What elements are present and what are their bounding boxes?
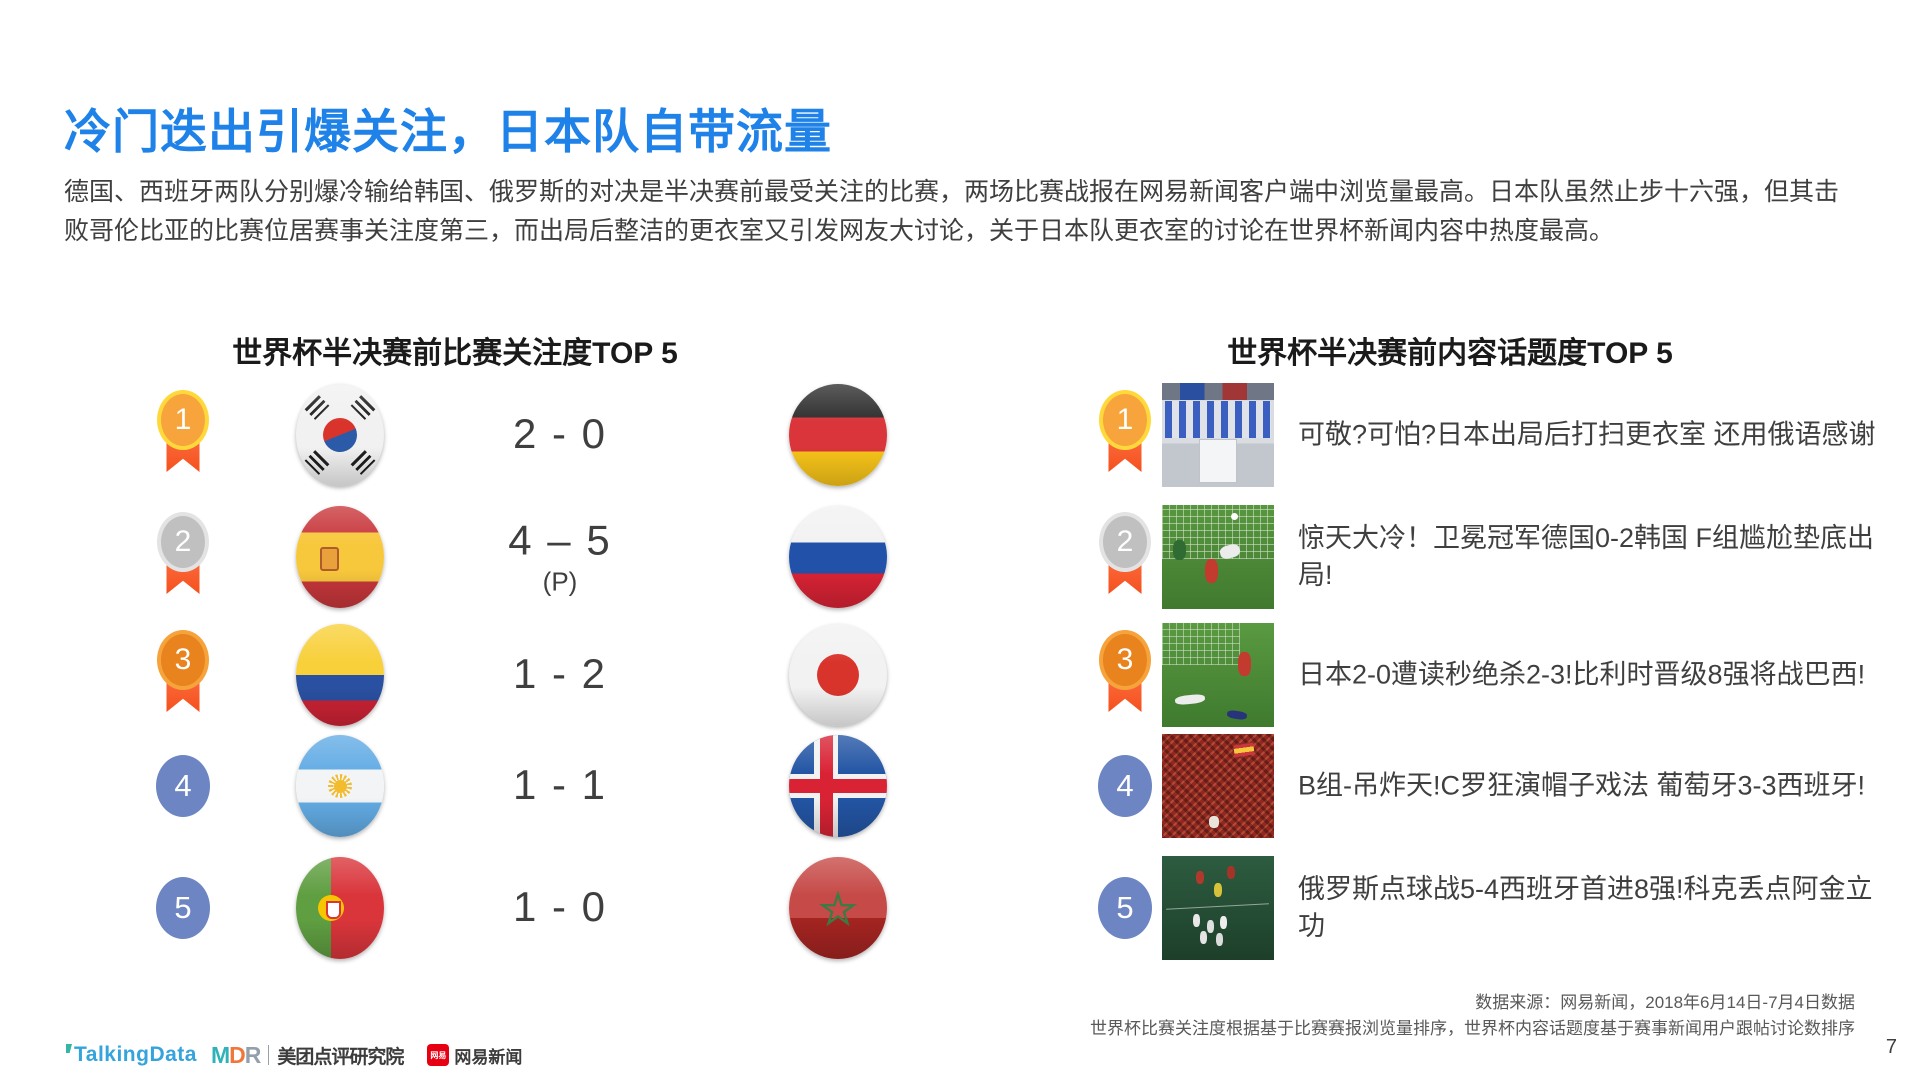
rank-circle: 4 xyxy=(1098,755,1152,817)
south-korea-flag-icon xyxy=(296,384,384,486)
russia-spain-penalties-photo xyxy=(1162,856,1274,960)
bronze-medal-icon: 3 xyxy=(1098,630,1152,720)
rank-row-3: 3 1 - 2 3 日本2-0遭读秒绝杀2-3!比利时晋级8强将战巴西! xyxy=(0,623,1921,727)
meituan-research-label: 美团点评研究院 xyxy=(277,1046,404,1068)
colombia-flag-icon xyxy=(296,624,384,726)
match-score: 1 - 1 xyxy=(512,761,608,808)
match-score: 2 - 0 xyxy=(512,410,608,457)
gold-medal-icon: 1 xyxy=(156,390,210,480)
netease-news-logo: 网易 网易新闻 xyxy=(427,1043,522,1068)
intro-paragraph: 德国、西班牙两队分别爆冷输给韩国、俄罗斯的对决是半决赛前最受关注的比赛，两场比赛… xyxy=(64,178,1840,245)
netease-news-label: 网易新闻 xyxy=(454,1047,523,1067)
page-number: 7 xyxy=(1885,1036,1897,1058)
russia-flag-icon xyxy=(789,506,887,608)
morocco-flag-icon xyxy=(789,857,887,959)
rank-row-5: 5 1 - 0 5 俄罗斯点球战5-4西班牙首进8强!科克丢点阿金立功 xyxy=(0,856,1921,960)
mdr-meituan-logo: M D R 美团点评研究院 xyxy=(210,1041,404,1069)
rank-number: 3 xyxy=(157,630,209,690)
morocco-star-icon xyxy=(818,890,858,927)
rank-number: 3 xyxy=(1099,630,1151,690)
gold-medal-icon: 1 xyxy=(1098,390,1152,480)
mdr-letter-m: M xyxy=(210,1041,230,1068)
rank-circle: 5 xyxy=(1098,877,1152,939)
data-source-line2: 世界杯比赛关注度根据基于比赛赛报浏览量排序，世界杯内容话题度基于赛事新闻用户跟帖… xyxy=(1090,1019,1855,1038)
right-panel-heading: 世界杯半决赛前内容话题度TOP 5 xyxy=(1227,336,1673,370)
news-title: B组-吊炸天!C罗狂演帽子戏法 葡萄牙3-3西班牙! xyxy=(1298,770,1866,801)
talkingdata-wordmark: TalkingData xyxy=(74,1043,197,1066)
rank-row-2: 2 4 – 5 (P) 2 惊天大冷！卫冕冠军德国0-2韩国 F组尴尬垫底出局! xyxy=(0,505,1921,609)
spain-flag-icon xyxy=(296,506,384,608)
talkingdata-logo: TalkingData xyxy=(66,1043,197,1067)
rank-number: 1 xyxy=(1099,390,1151,450)
rank-number: 1 xyxy=(157,390,209,450)
silver-medal-icon: 2 xyxy=(1098,512,1152,602)
match-score: 1 - 2 xyxy=(512,650,608,697)
bronze-medal-icon: 3 xyxy=(156,630,210,720)
mdr-letter-d: D xyxy=(229,1041,246,1068)
rank-number: 2 xyxy=(1099,512,1151,572)
portugal-flag-icon xyxy=(296,857,384,959)
match-score: 1 - 0 xyxy=(512,883,608,930)
germany-flag-icon xyxy=(789,384,887,486)
page-title: 冷门迭出引爆关注，日本队自带流量 xyxy=(64,105,832,159)
match-score: 4 – 5 (P) xyxy=(420,517,700,598)
footer-logos: TalkingData M D R 美团点评研究院 网易 网易新闻 xyxy=(66,1040,522,1070)
portugal-spain-fans-photo xyxy=(1162,734,1274,838)
iceland-flag-icon xyxy=(789,735,887,837)
silver-medal-icon: 2 xyxy=(156,512,210,602)
japan-locker-room-photo xyxy=(1162,383,1274,487)
rank-row-4: 4 1 - 1 4 B组-吊炸天!C罗狂演帽子戏法 葡萄牙3-3西班牙! xyxy=(0,734,1921,838)
japan-belgium-goal-photo xyxy=(1162,623,1274,727)
left-panel-heading: 世界杯半决赛前比赛关注度TOP 5 xyxy=(232,336,678,370)
mdr-letter-r: R xyxy=(244,1041,262,1068)
news-title: 惊天大冷！卫冕冠军德国0-2韩国 F组尴尬垫底出局! xyxy=(1298,523,1875,590)
japan-flag-icon xyxy=(789,624,887,726)
news-title: 可敬?可怕?日本出局后打扫更衣室 还用俄语感谢 xyxy=(1298,419,1876,450)
rank-circle: 5 xyxy=(156,877,210,939)
argentina-flag-icon xyxy=(296,735,384,837)
news-title: 日本2-0遭读秒绝杀2-3!比利时晋级8强将战巴西! xyxy=(1298,659,1866,690)
rank-row-1: 1 2 - 0 1 可敬?可怕?日本出局后打扫更衣室 还用俄语感谢 xyxy=(0,383,1921,487)
rank-circle: 4 xyxy=(156,755,210,817)
talkingdata-quote-icon xyxy=(66,1044,72,1053)
netease-app-icon: 网易 xyxy=(427,1044,450,1066)
news-title: 俄罗斯点球战5-4西班牙首进8强!科克丢点阿金立功 xyxy=(1298,874,1873,941)
data-source-line1: 数据来源：网易新闻，2018年6月14日-7月4日数据 xyxy=(1475,993,1855,1012)
logo-divider xyxy=(268,1045,270,1065)
penalties-note: (P) xyxy=(542,566,578,597)
germany-korea-goal-photo xyxy=(1162,505,1274,609)
rank-number: 2 xyxy=(157,512,209,572)
